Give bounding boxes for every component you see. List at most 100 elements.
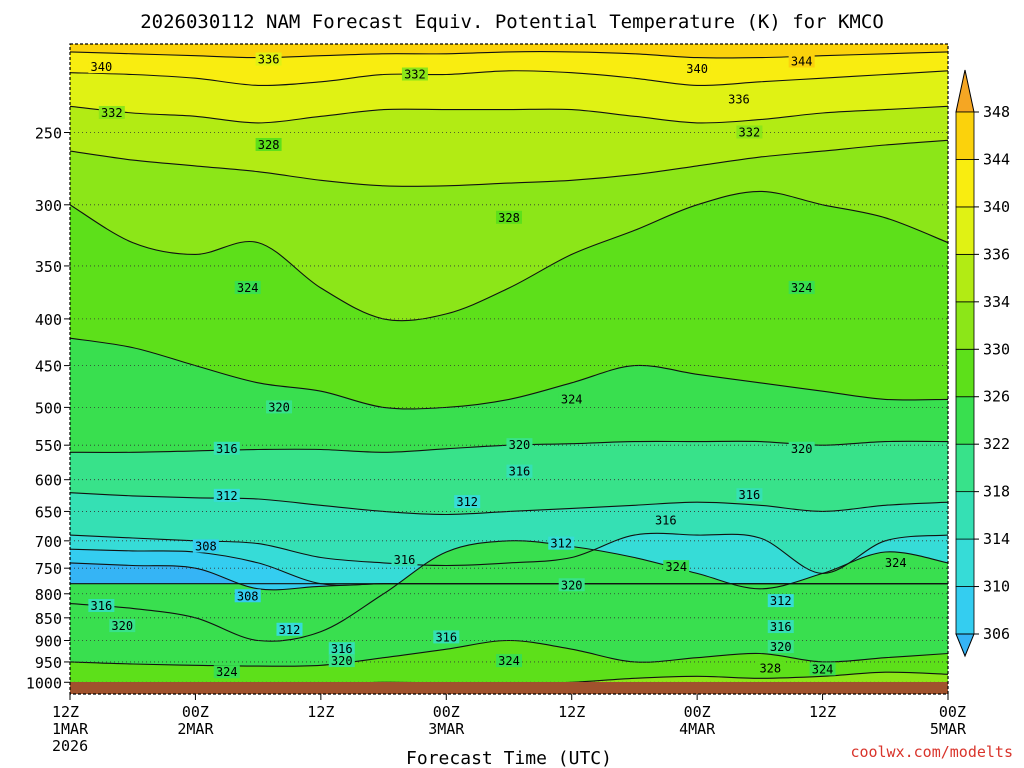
- credit-link[interactable]: coolwx.com/modelts: [850, 743, 1013, 761]
- contour-label: 320: [268, 400, 290, 414]
- contour-label-bg: [88, 60, 115, 74]
- contour-label: 320: [770, 640, 792, 654]
- contour-label: 312: [456, 495, 478, 509]
- colorbar-label: 310: [983, 578, 1010, 596]
- x-tick-label: 2MAR: [177, 720, 214, 738]
- contour-label-bg: [757, 661, 784, 675]
- colorbar-swatch: [955, 253, 975, 303]
- y-tick-label: 700: [35, 533, 62, 551]
- contour-label-bg: [454, 495, 481, 509]
- contour-label-bg: [234, 280, 261, 294]
- colorbar-label: 306: [983, 625, 1010, 643]
- contour-label: 340: [91, 60, 113, 74]
- contour-318: [70, 492, 948, 516]
- y-tick-label: 750: [35, 560, 62, 578]
- contour-label: 328: [498, 211, 520, 225]
- contour-label: 324: [665, 560, 687, 574]
- contour-314: [70, 532, 948, 574]
- contour-label-bg: [736, 125, 763, 139]
- contour-label-bg: [433, 630, 460, 644]
- contour-label: 320: [111, 619, 133, 633]
- fill-band-344: [70, 44, 948, 59]
- contour-label: 324: [791, 281, 813, 295]
- chart-title: 2026030112 NAM Forecast Equiv. Potential…: [140, 11, 884, 33]
- plot-area: 340 336 332 340 344 336 332 328 332 328 324 324 324 3…: [70, 44, 948, 694]
- contour-label: 324: [237, 281, 259, 295]
- colorbar-swatch: [955, 396, 975, 445]
- contour-label-bg: [736, 488, 763, 502]
- contour-label-bg: [266, 400, 293, 414]
- theta-e-fill: [70, 44, 948, 590]
- contour-label: 324: [561, 392, 583, 406]
- colorbar-label: 334: [983, 293, 1010, 311]
- contour-label-bg: [767, 640, 794, 654]
- contour-label-bg: [809, 662, 836, 676]
- colorbar-label: 340: [983, 198, 1010, 216]
- colorbar-swatch: [955, 159, 975, 208]
- x-tick-label: 2026: [52, 737, 88, 755]
- contour-label-bg: [496, 210, 522, 224]
- x-tick-label: 00Z: [939, 703, 966, 721]
- colorbar-label: 318: [983, 483, 1010, 501]
- x-tick-label: 4MAR: [679, 720, 716, 738]
- x-tick-label: 00Z: [433, 703, 460, 721]
- colorbar-swatch: [955, 491, 975, 540]
- contour-label-bg: [882, 555, 909, 569]
- contour-label-bg: [788, 54, 815, 68]
- y-axis: 250 300 350 400 450 500 550 600 650 700 750 800 850 9…: [26, 124, 70, 692]
- colorbar-label: 326: [983, 388, 1010, 406]
- contour-label-bg: [506, 464, 533, 478]
- contour-label: 316: [394, 553, 416, 567]
- x-tick-label: 00Z: [684, 703, 711, 721]
- contour-label: 316: [509, 465, 531, 479]
- contour-label-bg: [234, 589, 261, 603]
- contour-label: 324: [885, 556, 907, 570]
- x-tick-label: 12Z: [52, 703, 79, 721]
- low-contour-322: [70, 540, 948, 642]
- x-tick-label: 12Z: [809, 703, 836, 721]
- colorbar-label: 322: [983, 435, 1010, 453]
- contour-label: 328: [258, 138, 280, 152]
- contour-label: 316: [216, 442, 238, 456]
- y-tick-label: 600: [35, 472, 62, 490]
- contour-label: 344: [791, 54, 813, 68]
- colorbar-label: 344: [983, 150, 1010, 168]
- contour-label-bg: [276, 622, 303, 636]
- x-tick-label: 1MAR: [52, 720, 89, 738]
- y-tick-label: 950: [35, 654, 62, 672]
- contour-label-bg: [255, 52, 282, 66]
- colorbar-label: 314: [983, 530, 1010, 548]
- y-tick-label: 400: [35, 311, 62, 329]
- y-tick-label: 1000: [26, 674, 62, 692]
- contour-label: 336: [728, 92, 750, 106]
- x-tick-label: 3MAR: [428, 720, 465, 738]
- colorbar-label: 348: [983, 103, 1010, 121]
- contour-label-bg: [558, 392, 585, 406]
- contour-label-bg: [725, 92, 752, 106]
- y-tick-label: 800: [35, 586, 62, 604]
- contour-330: [70, 190, 948, 322]
- contour-label: 312: [216, 489, 238, 503]
- contour-label-bg: [652, 513, 679, 527]
- contour-label-bg: [213, 441, 240, 455]
- contour-label: 332: [404, 68, 426, 82]
- contour-label-bg: [506, 438, 533, 452]
- x-tick-label: 12Z: [307, 703, 334, 721]
- contour-label: 324: [812, 662, 834, 676]
- contour-label: 312: [279, 623, 301, 637]
- contour-label: 332: [101, 106, 123, 120]
- contour-label-bg: [401, 67, 428, 81]
- contour-label-bg: [98, 105, 125, 119]
- contour-label: 340: [686, 62, 708, 76]
- ground-surface: [70, 682, 948, 694]
- contour-label: 316: [435, 630, 457, 644]
- contour-334: [70, 139, 948, 187]
- colorbar: 306 310 314 318 322 326 330 334 336 340 344 348: [955, 69, 1010, 658]
- contour-label-bg: [328, 654, 355, 668]
- contour-label-bg: [391, 553, 418, 567]
- y-tick-label: 900: [35, 632, 62, 650]
- contour-label-bg: [109, 619, 136, 633]
- colorbar-label: 330: [983, 340, 1010, 358]
- y-tick-label: 500: [35, 399, 62, 417]
